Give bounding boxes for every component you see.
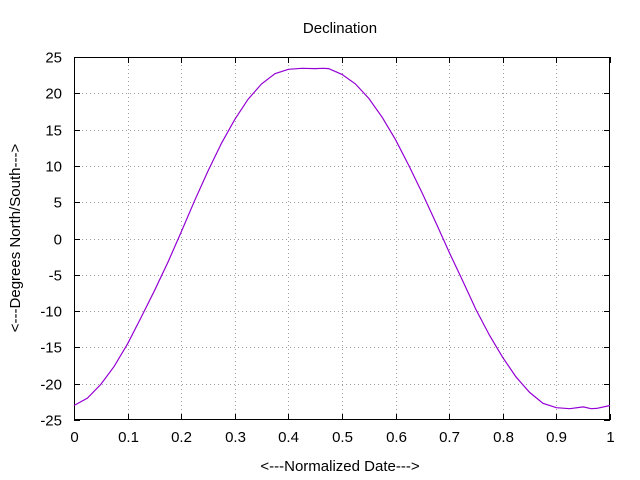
y-tick-label: 10 — [45, 159, 62, 176]
x-tick-label: 0.5 — [332, 429, 353, 446]
y-axis-label: <---Degrees North/South---> — [7, 144, 24, 333]
x-tick-label: 0.7 — [439, 429, 460, 446]
x-tick-label: 0 — [70, 429, 78, 446]
y-tick-label: -15 — [40, 340, 62, 357]
x-tick-labels: 0 0.1 0.2 0.3 0.4 0.5 0.6 0.7 0.8 0.9 1 — [70, 429, 614, 446]
declination-series-line — [73, 67, 611, 410]
x-tick-label: 0.4 — [278, 429, 299, 446]
y-tick-label: -25 — [40, 413, 62, 430]
series-layer — [73, 67, 611, 410]
chart-title: Declination — [303, 20, 377, 37]
y-tick-label: 20 — [45, 86, 62, 103]
x-tick-label: 0.8 — [493, 429, 514, 446]
x-tick-label: 1 — [606, 429, 614, 446]
x-tick-label: 0.2 — [171, 429, 192, 446]
axis-ticks — [74, 57, 611, 421]
grid — [74, 57, 610, 420]
y-tick-label: 25 — [45, 50, 62, 67]
y-tick-label: 15 — [45, 123, 62, 140]
y-tick-label: 0 — [54, 232, 62, 249]
y-tick-label: 5 — [54, 195, 62, 212]
x-tick-label: 0.1 — [118, 429, 139, 446]
x-tick-label: 0.6 — [386, 429, 407, 446]
x-tick-label: 0.9 — [546, 429, 567, 446]
x-tick-label: 0.3 — [225, 429, 246, 446]
y-tick-label: -5 — [49, 268, 62, 285]
y-tick-labels: 25 20 15 10 5 0 -5 -10 -15 -20 -25 — [40, 50, 62, 430]
y-tick-label: -10 — [40, 304, 62, 321]
y-tick-label: -20 — [40, 377, 62, 394]
x-axis-label: <---Normalized Date---> — [260, 458, 419, 475]
